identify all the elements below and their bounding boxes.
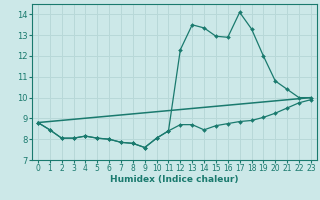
X-axis label: Humidex (Indice chaleur): Humidex (Indice chaleur) — [110, 175, 239, 184]
